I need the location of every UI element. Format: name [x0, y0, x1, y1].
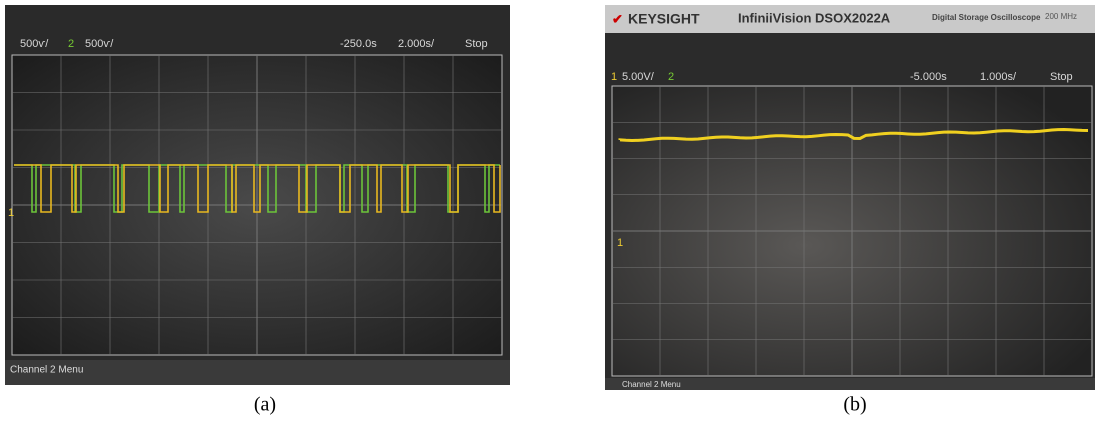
- status-text: 1: [611, 71, 617, 83]
- caption: (a): [254, 394, 276, 416]
- status-text: Stop: [1050, 71, 1073, 83]
- status-text: -5.000s: [910, 71, 947, 83]
- channel-marker: 1: [617, 237, 623, 249]
- menu-label: Channel 2 Menu: [10, 365, 83, 376]
- status-text: Stop: [465, 38, 488, 50]
- bandwidth: 200 MHz: [1045, 12, 1077, 21]
- model: InfiniiVision DSOX2022A: [738, 10, 891, 25]
- status-text: 2: [68, 38, 74, 50]
- status-text: 500ѵ/: [85, 38, 114, 50]
- status-text: -250.0s: [340, 38, 377, 50]
- figure: 500ѵ/ 2 500ѵ/ -250.0s 2.000s/ Stop 1 Cha…: [0, 0, 1099, 421]
- description: Digital Storage Oscilloscope: [932, 13, 1041, 22]
- status-text: 2: [668, 71, 674, 83]
- caption: (b): [843, 394, 866, 416]
- status-text: 1.000s/: [980, 71, 1017, 83]
- brand-icon: ✔: [612, 11, 623, 26]
- status-text: 2.000s/: [398, 38, 435, 50]
- brand: KEYSIGHT: [628, 11, 700, 27]
- menu-label: Channel 2 Menu: [622, 380, 681, 389]
- status-text: 5.00V/: [622, 71, 655, 83]
- channel-marker: 1: [8, 207, 14, 219]
- status-text: 500ѵ/: [20, 38, 49, 50]
